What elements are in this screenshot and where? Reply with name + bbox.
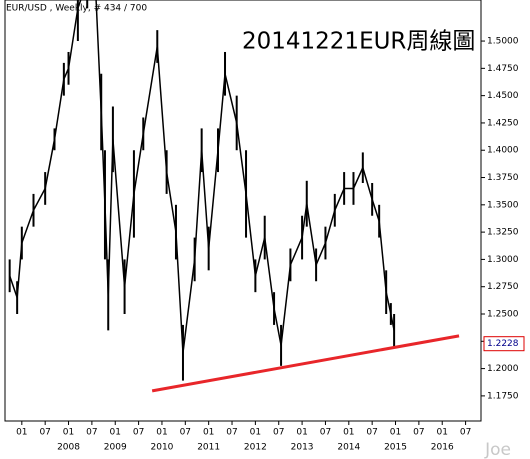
x-tick-label: 07 <box>180 428 191 438</box>
x-tick-label: 01 <box>110 428 121 438</box>
x-tick-label: 07 <box>39 428 50 438</box>
chart-title: 20141221EUR周線圖 <box>242 29 475 55</box>
year-label: 2016 <box>431 443 454 453</box>
y-tick-label: 1.4000 <box>487 146 519 156</box>
y-tick-label: 1.4750 <box>487 64 519 74</box>
x-tick-label: 01 <box>390 428 401 438</box>
x-tick-label: 01 <box>296 428 307 438</box>
x-tick-label: 07 <box>413 428 424 438</box>
year-label: 2008 <box>57 443 80 453</box>
x-tick-label: 07 <box>366 428 377 438</box>
y-tick-label: 1.5000 <box>487 37 519 47</box>
plot-frame <box>4 0 482 422</box>
x-tick-label: 07 <box>320 428 331 438</box>
y-tick-label: 1.2500 <box>487 310 519 320</box>
watermark: Joe <box>484 440 511 459</box>
x-tick-label: 07 <box>86 428 97 438</box>
trendline <box>151 334 460 393</box>
x-tick-label: 07 <box>133 428 144 438</box>
chart-header: EUR/USD , Weekly, # 434 / 700 <box>6 4 147 14</box>
x-tick-label: 01 <box>437 428 448 438</box>
x-tick-label: 01 <box>16 428 27 438</box>
year-label: 2014 <box>337 443 360 453</box>
year-label: 2015 <box>384 443 407 453</box>
x-tick-label: 01 <box>250 428 261 438</box>
y-tick-label: 1.4250 <box>487 118 519 128</box>
x-tick-label: 01 <box>343 428 354 438</box>
year-label: 2011 <box>197 443 220 453</box>
plot-area <box>8 0 460 393</box>
y-tick-label: 1.3000 <box>487 255 519 265</box>
x-tick-label: 07 <box>226 428 237 438</box>
y-tick-label: 1.4500 <box>487 91 519 101</box>
year-label: 2010 <box>151 443 174 453</box>
last-price-label: 1.2228 <box>487 339 519 349</box>
y-tick-label: 1.1750 <box>487 391 519 401</box>
y-tick-label: 1.2000 <box>487 364 519 374</box>
last-price-box <box>483 336 525 352</box>
price-path <box>8 0 395 353</box>
year-label: 2013 <box>291 443 314 453</box>
x-tick-label: 01 <box>203 428 214 438</box>
x-tick-label: 07 <box>460 428 471 438</box>
year-label: 2009 <box>104 443 127 453</box>
x-tick-label: 01 <box>156 428 167 438</box>
y-tick-label: 1.3500 <box>487 200 519 210</box>
y-tick-label: 1.2750 <box>487 282 519 292</box>
year-label: 2012 <box>244 443 267 453</box>
y-tick-label: 1.3750 <box>487 173 519 183</box>
x-tick-label: 01 <box>63 428 74 438</box>
x-tick-label: 07 <box>273 428 284 438</box>
y-tick-label: 1.3250 <box>487 228 519 238</box>
